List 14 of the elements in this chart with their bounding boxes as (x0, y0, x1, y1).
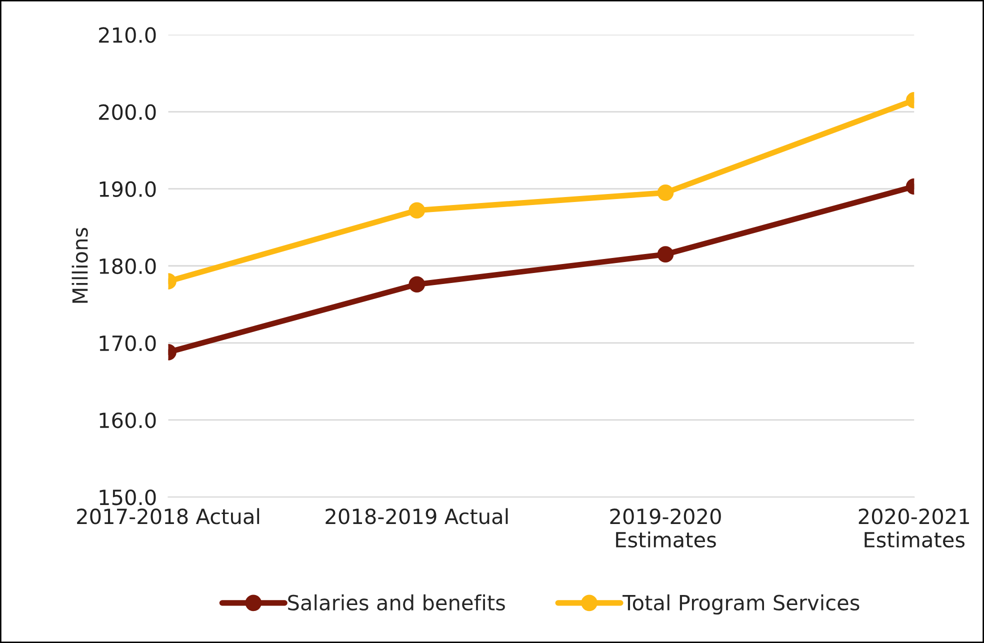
y-tick-label: 150.0 (100, 489, 156, 506)
legend-label: Total Program Services (622, 594, 860, 615)
y-axis-title: Millions (72, 228, 88, 303)
y-tick-label: 210.0 (99, 27, 156, 43)
y-tick-label: 170.0 (100, 335, 156, 352)
y-tick-label: 160.0 (100, 412, 156, 428)
y-tick-label: 190.0 (100, 181, 156, 198)
y-tick-label: 180.0 (100, 258, 156, 274)
x-tick-label: 2017-2018 Actual (77, 508, 260, 524)
x-tick-label: 2018-2019 Actual (326, 508, 508, 524)
x-tick-label: 2020-2021 Estimates (858, 508, 969, 548)
y-tick-label: 200.0 (99, 104, 156, 120)
legend-label: Salaries and benefits (288, 594, 505, 611)
x-tick-label: 2019-2020 Estimates (610, 508, 721, 548)
